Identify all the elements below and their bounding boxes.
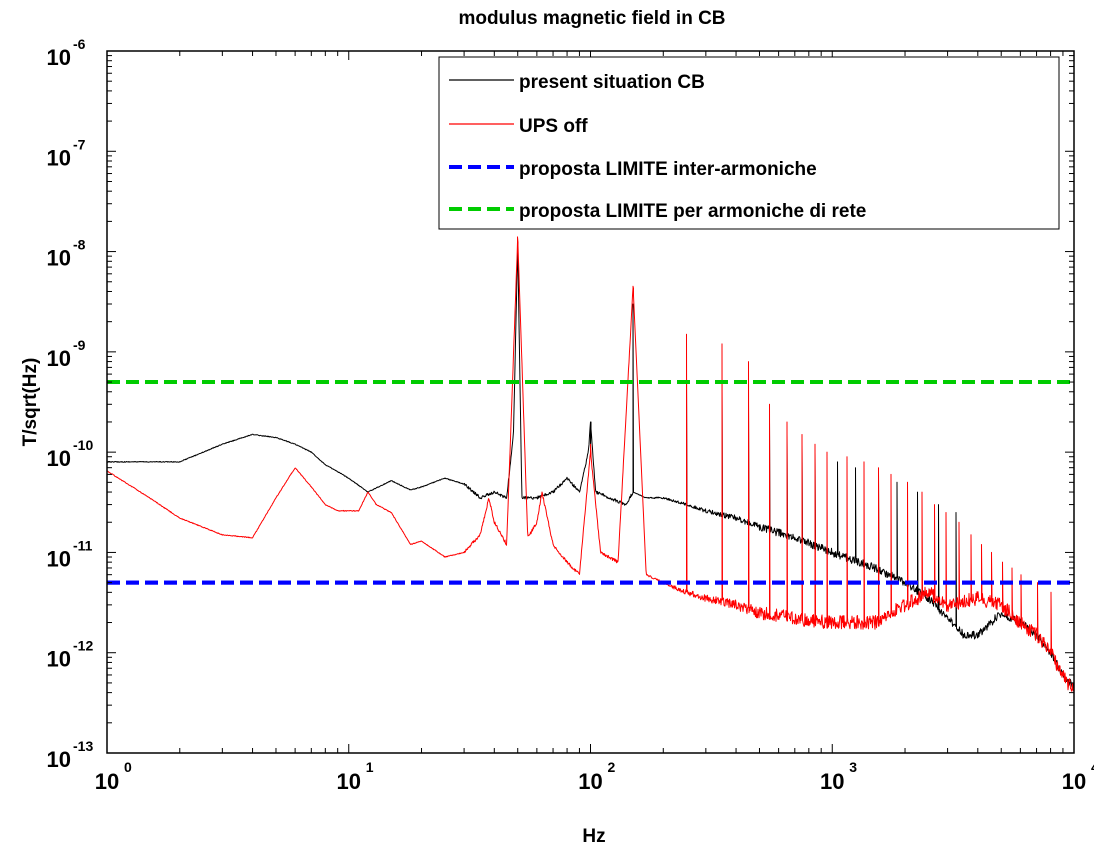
svg-text:-13: -13 (73, 738, 93, 754)
svg-text:4: 4 (1091, 759, 1094, 775)
svg-text:10: 10 (820, 769, 844, 794)
chart-title: modulus magnetic field in CB (458, 8, 725, 29)
svg-text:3: 3 (849, 759, 857, 775)
svg-text:10: 10 (337, 769, 361, 794)
svg-text:10: 10 (47, 346, 71, 371)
svg-text:10: 10 (47, 246, 71, 271)
svg-text:10: 10 (47, 647, 71, 672)
svg-text:1: 1 (366, 759, 374, 775)
ticks-layer (106, 50, 1075, 754)
x-tick-labels: 10 0 10 1 10 2 10 3 10 4 (95, 759, 1094, 794)
svg-text:10: 10 (47, 546, 71, 571)
legend: present situation CB UPS off proposta LI… (438, 56, 1060, 230)
legend-label-present-situation: present situation CB (519, 72, 705, 93)
series-present-situation-cb (107, 243, 1074, 689)
svg-text:0: 0 (124, 759, 132, 775)
y-tick-label: 10-12 (47, 638, 94, 672)
svg-text:10: 10 (47, 446, 71, 471)
svg-text:-6: -6 (73, 36, 86, 52)
svg-text:-9: -9 (73, 337, 86, 353)
svg-text:-7: -7 (73, 136, 86, 152)
series-ups-off (107, 236, 1074, 692)
x-tick-label: 10 4 (1062, 759, 1094, 794)
svg-text:-10: -10 (73, 437, 93, 453)
svg-text:10: 10 (47, 747, 71, 772)
series-layer (107, 236, 1074, 692)
svg-text:2: 2 (608, 759, 616, 775)
svg-text:10: 10 (47, 145, 71, 170)
y-tick-label: 10-7 (47, 136, 86, 170)
x-tick-label: 10 2 (578, 759, 615, 794)
svg-text:10: 10 (95, 769, 119, 794)
legend-label-limite-armoniche-rete: proposta LIMITE per armoniche di rete (519, 201, 866, 222)
y-tick-label: 10-8 (47, 237, 86, 271)
y-tick-label: 10-11 (47, 537, 93, 571)
svg-text:-8: -8 (73, 237, 86, 253)
x-tick-label: 10 3 (820, 759, 857, 794)
svg-text:-12: -12 (73, 638, 93, 654)
x-axis-label: Hz (582, 826, 605, 847)
svg-text:10: 10 (578, 769, 602, 794)
svg-text:10: 10 (1062, 769, 1086, 794)
svg-text:10: 10 (47, 45, 71, 70)
y-tick-label: 10-6 (47, 36, 86, 70)
x-tick-label: 10 1 (337, 759, 374, 794)
legend-box (438, 56, 1060, 230)
legend-label-ups-off: UPS off (519, 116, 588, 137)
x-tick-label: 10 0 (95, 759, 132, 794)
svg-text:-11: -11 (73, 537, 93, 553)
y-tick-label: 10-10 (47, 437, 94, 471)
y-tick-label: 10-9 (47, 337, 86, 371)
y-tick-label: 10-13 (47, 738, 94, 772)
y-axis-label: T/sqrt(Hz) (20, 358, 41, 447)
legend-label-limite-inter-armoniche: proposta LIMITE inter-armoniche (519, 159, 817, 180)
